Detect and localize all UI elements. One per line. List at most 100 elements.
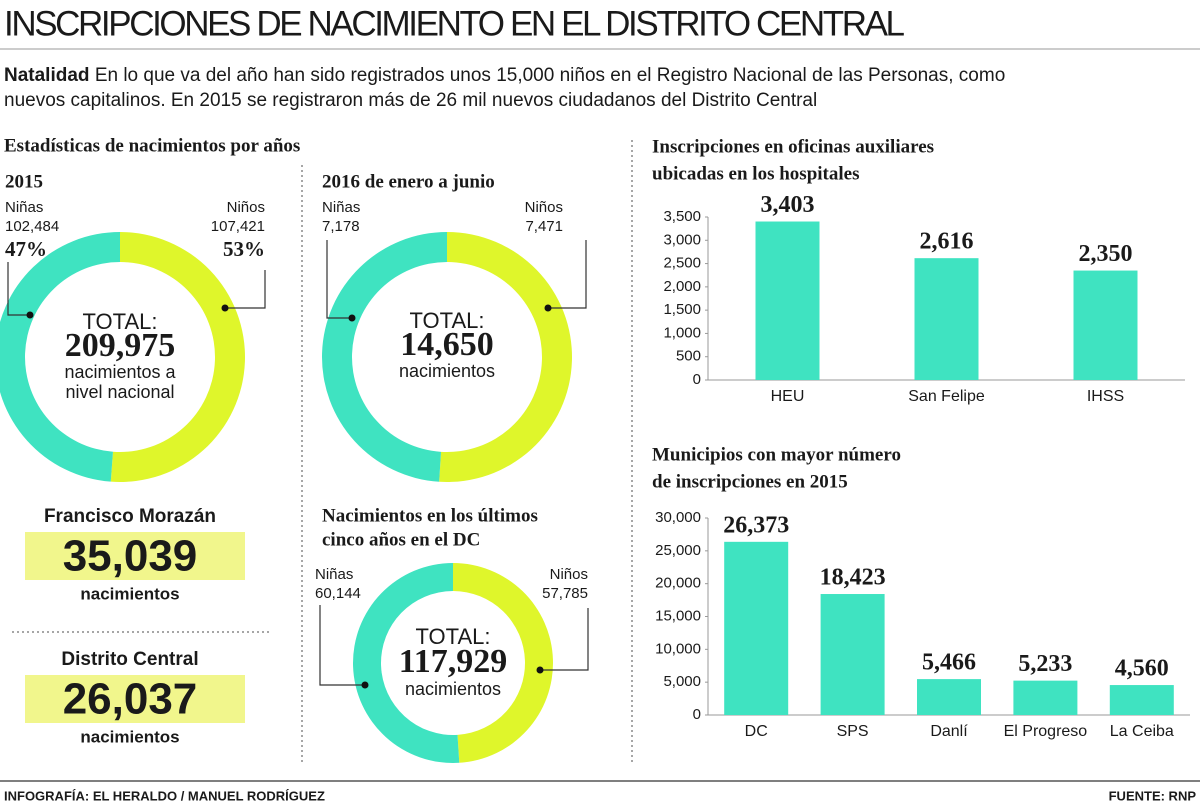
value-label: 26,373 [723,512,789,538]
y-tick-label: 30,000 [655,509,701,526]
y-tick-label: 500 [676,348,701,365]
leader-line [7,262,30,316]
slice-value: 60,144 [315,585,361,602]
leader-dot [361,681,369,689]
slice-name: Niñas [5,199,43,216]
y-tick-label: 1,500 [663,301,701,318]
slice-value: 7,178 [322,218,360,235]
value-label: 2,350 [1079,241,1133,267]
center-label: TOTAL: [416,624,491,649]
stat-unit: nacimientos [80,727,179,746]
center-total: 117,929 [399,643,508,680]
chart-title: 2016 de enero a junio [322,171,495,192]
chart-title: Inscripciones en oficinas auxiliares [652,136,934,157]
intro-lead: Natalidad [4,65,90,86]
stat-label: Francisco Morazán [44,506,216,527]
y-tick-label: 5,000 [663,673,701,690]
value-label: 3,403 [761,192,815,218]
y-tick-label: 20,000 [655,575,701,592]
slice-value: 107,421 [211,218,265,235]
x-tick-label: IHSS [1087,388,1124,405]
slice-name: Niñas [322,199,360,216]
center-note: nacimientos [405,679,501,699]
slice-value: 7,471 [525,218,563,235]
leader-dot [348,314,356,322]
leader-dot [536,666,544,674]
stat-unit: nacimientos [80,584,179,603]
footer-source: FUENTE: RNP [1109,788,1197,803]
bar [755,221,820,380]
y-tick-label: 0 [693,706,701,723]
chart-title: Municipios con mayor número [652,444,901,465]
chart-title: cinco años en el DC [322,529,480,550]
bar [820,594,885,715]
leader-line [540,608,589,671]
chart-title: de inscripciones en 2015 [652,471,848,492]
donut-slice [110,232,245,482]
leader-dot [221,304,229,312]
stat-box [25,675,245,723]
stat-label: Distrito Central [61,649,198,670]
x-tick-label: El Progreso [1004,723,1088,740]
center-note: nivel nacional [65,382,174,402]
value-label: 5,466 [922,650,976,676]
bar [917,679,981,715]
donut-slice [322,232,447,482]
value-label: 2,616 [920,229,974,255]
value-label: 18,423 [820,565,886,591]
slice-share: 47% [5,237,47,261]
leader-line [319,605,365,686]
footer-credit: INFOGRAFÍA: EL HERALDO / MANUEL RODRÍGUE… [4,788,325,803]
slice-value: 102,484 [5,218,59,235]
y-tick-label: 1,000 [663,324,701,341]
bar [1073,270,1138,380]
slice-name: Niños [525,199,563,216]
bar [724,541,789,715]
stat-box [25,532,245,580]
section-title: Estadísticas de nacimientos por años [4,135,300,156]
x-tick-label: Danlí [930,723,968,740]
intro-line: Natalidad En lo que va del año han sido … [4,65,1005,86]
y-tick-label: 0 [693,371,701,388]
center-total: 14,650 [400,326,494,363]
x-tick-label: SPS [837,723,869,740]
x-tick-label: HEU [771,388,805,405]
bar [1109,685,1174,715]
slice-value: 57,785 [542,585,588,602]
leader-line [326,240,352,319]
value-label: 5,233 [1018,651,1072,677]
center-label: TOTAL: [410,308,485,333]
leader-dot [26,311,34,319]
x-tick-label: La Ceiba [1110,723,1174,740]
intro-text: En lo que va del año han sido registrado… [95,65,1005,86]
chart-title: Nacimientos en los últimos [322,505,538,526]
page-title: INSCRIPCIONES DE NACIMIENTO EN EL DISTRI… [4,4,905,43]
donut-slice [353,563,460,763]
leader-line [225,270,266,309]
leader-dot [544,304,552,312]
slice-name: Niños [550,566,588,583]
y-tick-label: 2,500 [663,255,701,272]
stat-value: 35,039 [63,532,198,581]
center-note: nacimientos a [64,362,176,382]
y-tick-label: 2,000 [663,278,701,295]
slice-share: 53% [223,237,265,261]
center-note: nacimientos [399,361,495,381]
y-tick-label: 3,000 [663,231,701,248]
bar [914,258,979,380]
bar [1013,680,1078,715]
donut-slice [453,563,554,763]
donut-slice [0,232,120,482]
chart-title: ubicadas en los hospitales [652,163,859,184]
center-label: TOTAL: [83,309,158,334]
center-total: 209,975 [65,327,176,364]
donut-slice [439,232,573,483]
x-tick-label: DC [745,723,768,740]
chart-title: 2015 [5,171,43,192]
value-label: 4,560 [1115,656,1169,682]
y-tick-label: 15,000 [655,607,701,624]
slice-name: Niños [227,199,265,216]
leader-line [548,240,587,309]
x-tick-label: San Felipe [908,388,985,405]
